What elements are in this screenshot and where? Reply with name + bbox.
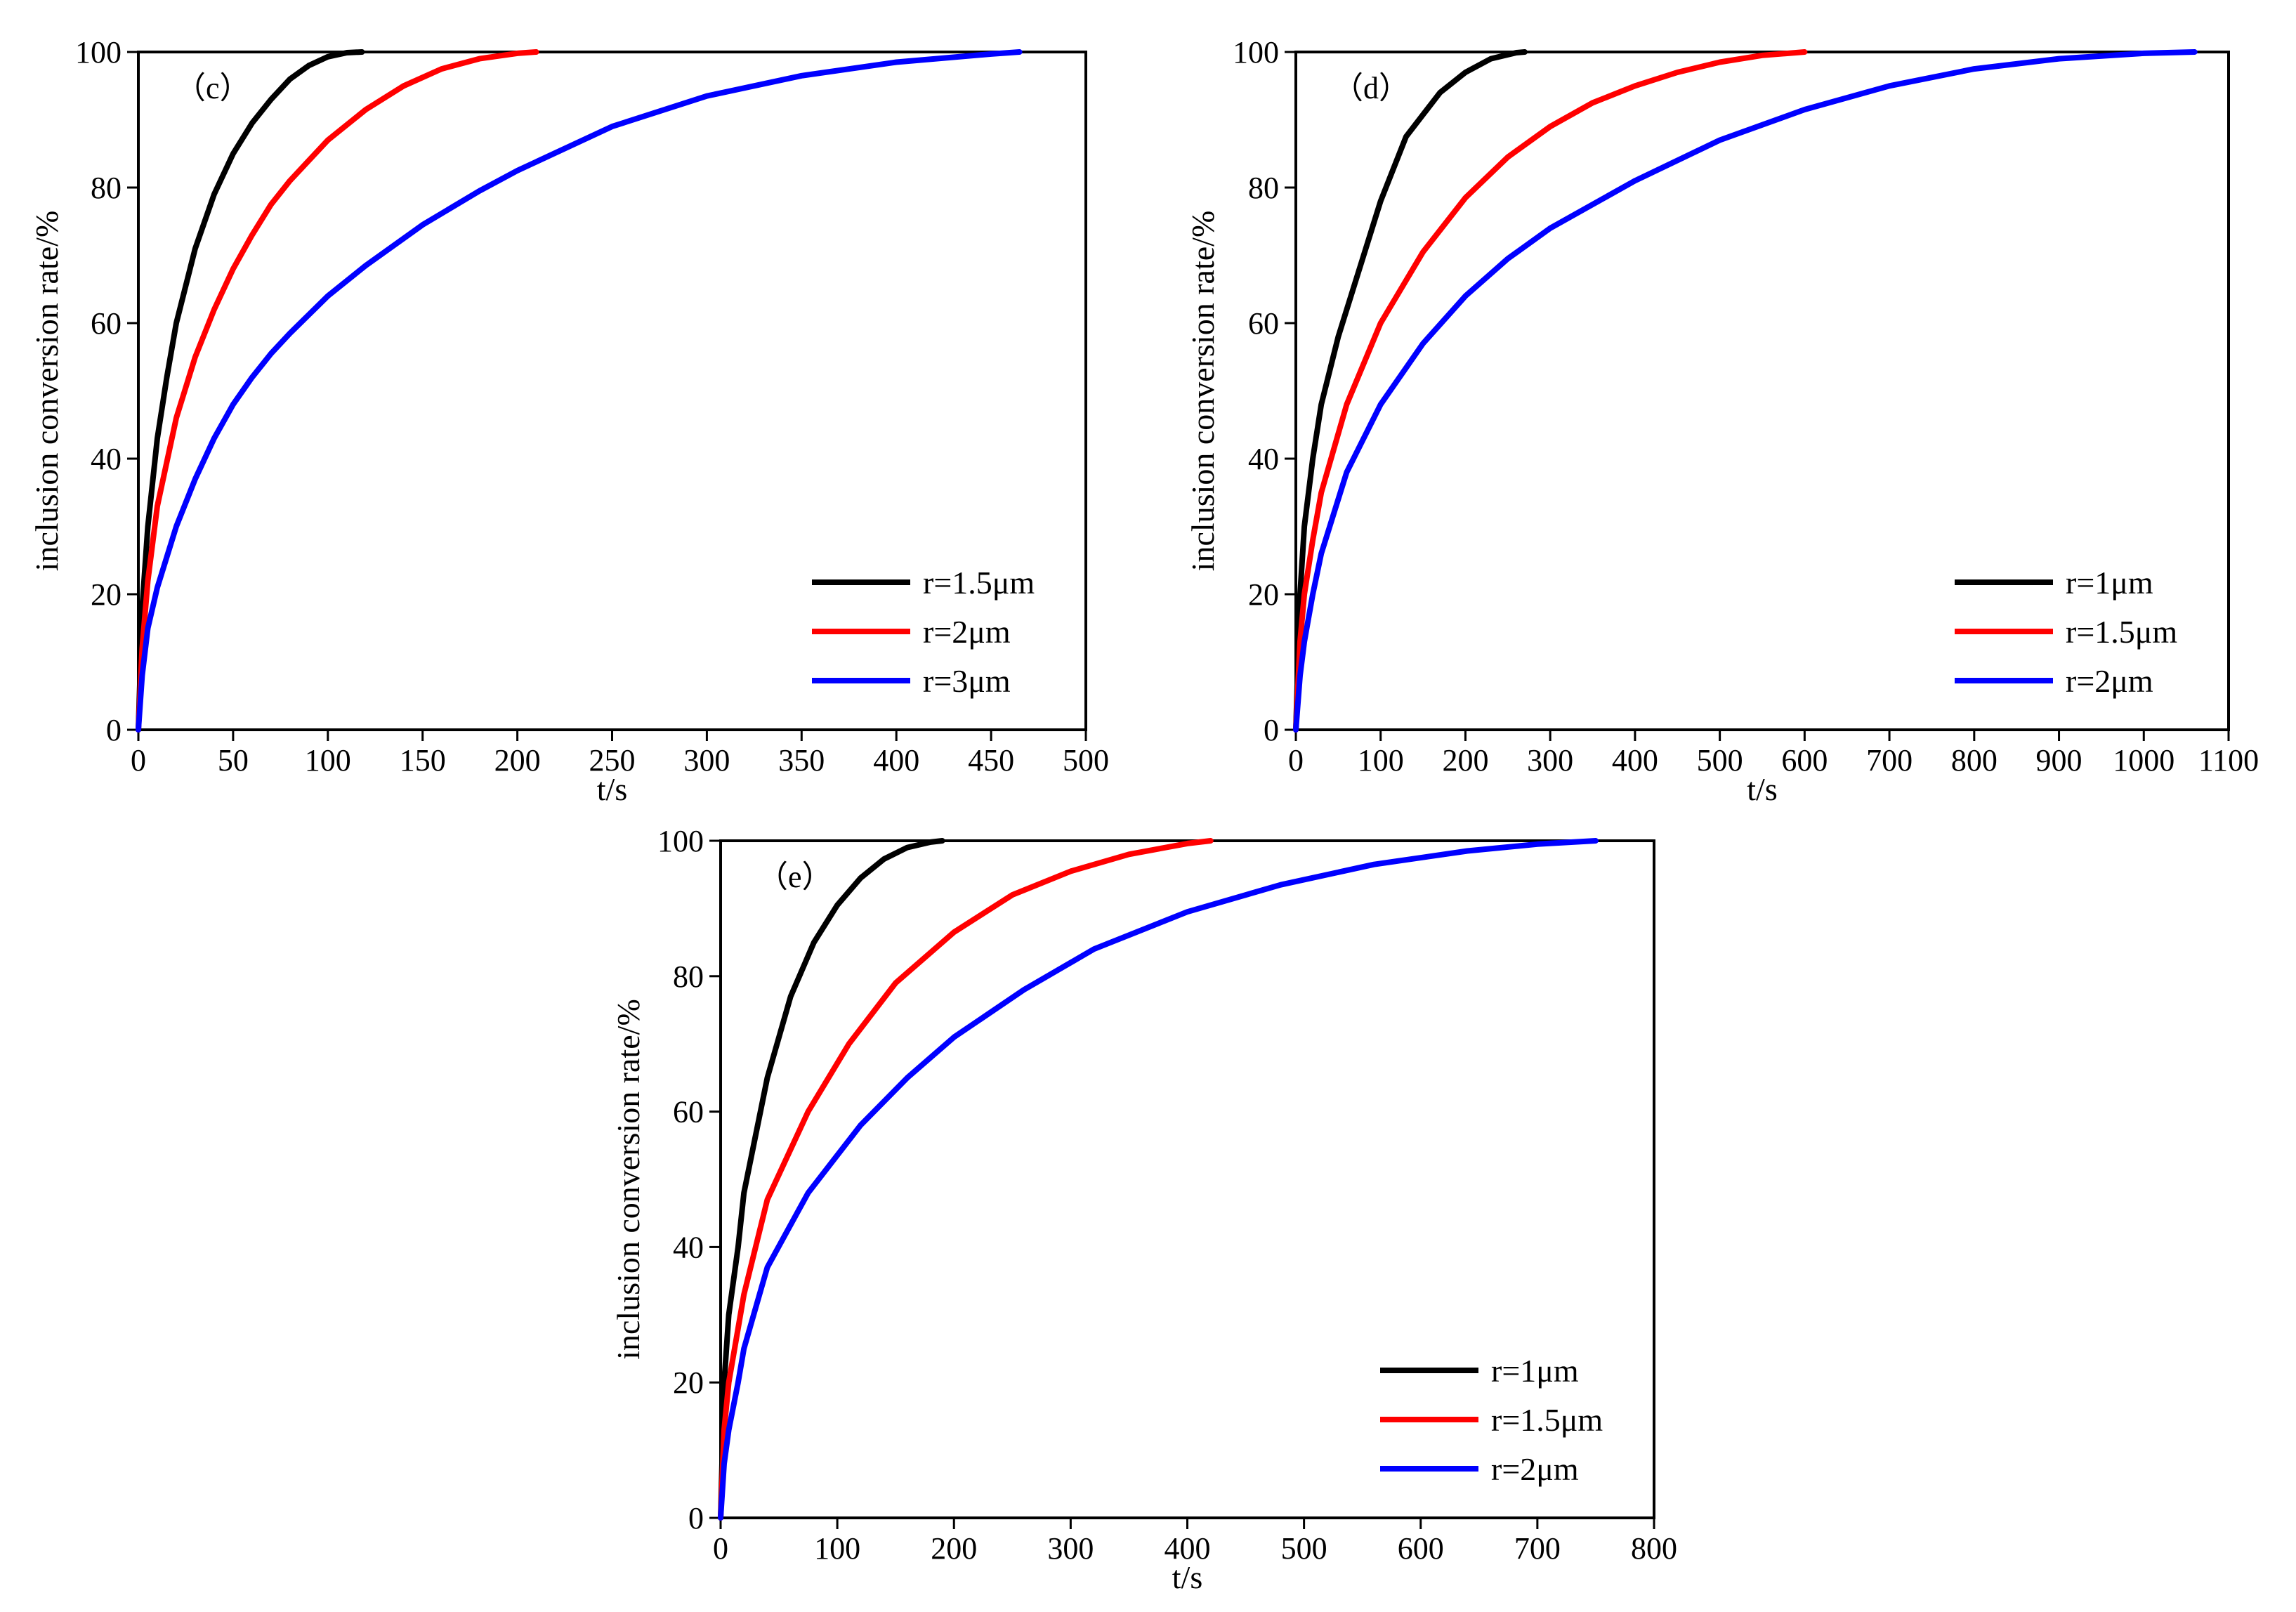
x-tick-label: 1100 (2198, 743, 2259, 778)
x-tick-label: 500 (1697, 743, 1743, 778)
x-tick-label: 250 (589, 743, 636, 778)
x-tick-label: 500 (1063, 743, 1109, 778)
x-tick-label: 300 (1047, 1531, 1094, 1566)
x-tick-label: 0 (713, 1531, 728, 1566)
legend-label-2: r=2μm (2066, 663, 2153, 699)
x-tick-label: 500 (1281, 1531, 1327, 1566)
x-tick-label: 0 (131, 743, 146, 778)
y-tick-label: 80 (91, 171, 122, 205)
y-axis-title: inclusion conversion rate/% (29, 211, 65, 572)
x-tick-label: 1000 (2113, 743, 2174, 778)
x-tick-label: 900 (2036, 743, 2082, 778)
x-tick-label: 50 (218, 743, 249, 778)
y-tick-label: 0 (688, 1501, 704, 1535)
y-tick-label: 20 (1248, 577, 1279, 612)
x-tick-label: 100 (305, 743, 351, 778)
series-line-2 (1293, 49, 2198, 733)
series-line-1 (718, 838, 1214, 1521)
x-tick-label: 200 (931, 1531, 977, 1566)
x-tick-label: 300 (1527, 743, 1573, 778)
y-tick-label: 20 (91, 577, 122, 612)
panel-label: （e） (757, 860, 833, 894)
y-tick-label: 40 (673, 1230, 704, 1264)
y-axis-title: inclusion conversion rate/% (610, 999, 646, 1360)
legend-label-2: r=2μm (1491, 1451, 1579, 1487)
y-tick-label: 100 (657, 824, 704, 858)
x-tick-label: 800 (1631, 1531, 1677, 1566)
x-tick-label: 400 (873, 743, 919, 778)
x-tick-label: 300 (683, 743, 730, 778)
x-tick-label: 600 (1781, 743, 1828, 778)
y-tick-label: 0 (1264, 713, 1279, 747)
chart-c: 0 50 100 150 200 250 300 350 400 450 500 0 20 40 60 80 1… (29, 35, 1109, 807)
series-line-1 (1293, 49, 1808, 733)
y-tick-label: 20 (673, 1365, 704, 1400)
y-tick-label: 100 (75, 35, 122, 70)
x-tick-label: 700 (1514, 1531, 1561, 1566)
series-line-0 (1293, 49, 1528, 733)
chart-d: 0 100 200 300 400 500 600 700 800 900 1000 1100 0 20 4… (1185, 35, 2259, 807)
series-line-2 (136, 49, 1023, 733)
x-tick-label: 350 (778, 743, 825, 778)
x-tick-label: 800 (1951, 743, 1997, 778)
x-axis-title: t/s (1172, 1559, 1202, 1595)
x-tick-label: 100 (1358, 743, 1404, 778)
x-tick-label: 450 (968, 743, 1014, 778)
x-axis-title: t/s (597, 771, 627, 807)
plot-frame (1294, 51, 2230, 731)
x-tick-label: 150 (400, 743, 446, 778)
y-tick-label: 60 (91, 306, 122, 341)
series-line-1 (136, 49, 539, 733)
series-line-0 (136, 49, 365, 733)
x-tick-label: 700 (1866, 743, 1913, 778)
x-tick-label: 200 (494, 743, 541, 778)
legend-label-0: r=1μm (1491, 1353, 1579, 1389)
y-tick-label: 40 (91, 442, 122, 476)
x-tick-label: 0 (1288, 743, 1304, 778)
y-tick-label: 80 (1248, 171, 1279, 205)
y-tick-label: 0 (106, 713, 122, 747)
legend-label-0: r=1.5μm (923, 565, 1035, 601)
x-tick-label: 600 (1398, 1531, 1444, 1566)
series-line-0 (718, 838, 945, 1521)
x-tick-label: 400 (1612, 743, 1658, 778)
legend-label-2: r=3μm (923, 663, 1011, 699)
y-tick-label: 100 (1233, 35, 1279, 70)
y-tick-label: 60 (673, 1095, 704, 1129)
x-tick-label: 100 (814, 1531, 860, 1566)
y-tick-label: 80 (673, 959, 704, 994)
x-axis-title: t/s (1747, 771, 1777, 807)
panel-label: （c） (175, 71, 251, 105)
y-tick-label: 60 (1248, 306, 1279, 341)
y-tick-label: 40 (1248, 442, 1279, 476)
panel-label: （d） (1332, 71, 1410, 105)
legend-label-1: r=1.5μm (2066, 614, 2177, 650)
y-axis-title: inclusion conversion rate/% (1185, 211, 1221, 572)
x-tick-label: 200 (1442, 743, 1488, 778)
chart-e: 0 100 200 300 400 500 600 700 800 0 20 40 60 80 100 t/s… (610, 824, 1677, 1595)
legend-label-0: r=1μm (2066, 565, 2153, 601)
x-tick-label: 400 (1165, 1531, 1211, 1566)
legend-label-1: r=2μm (923, 614, 1011, 650)
legend-label-1: r=1.5μm (1491, 1402, 1603, 1438)
series-line-2 (718, 838, 1599, 1521)
